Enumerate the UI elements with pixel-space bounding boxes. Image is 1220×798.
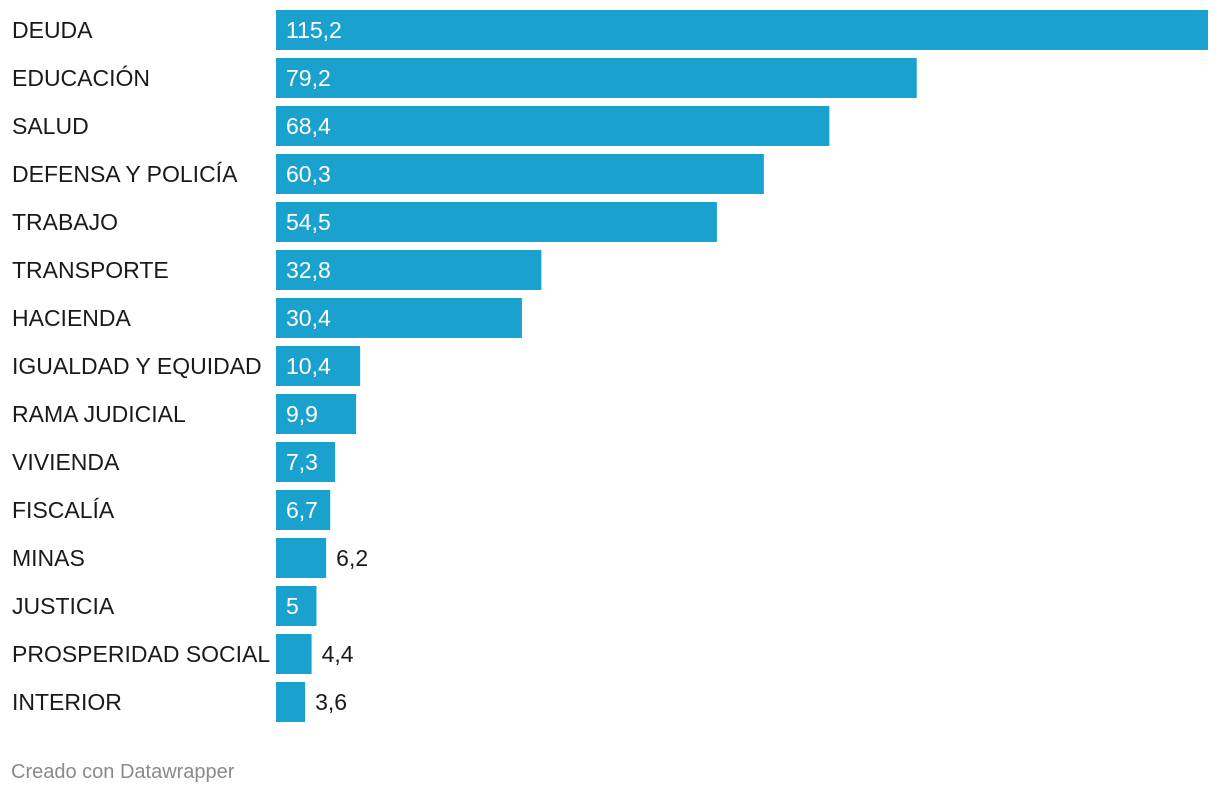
value-label-defensa-y-policia: 60,3	[286, 161, 331, 187]
category-label-interior: INTERIOR	[12, 689, 122, 715]
category-label-transporte: TRANSPORTE	[12, 257, 169, 283]
category-label-prosperidad-social: PROSPERIDAD SOCIAL	[12, 641, 270, 667]
value-label-fiscalia: 6,7	[286, 497, 318, 523]
value-label-interior: 3,6	[315, 689, 347, 715]
bar-salud	[276, 106, 830, 146]
value-label-prosperidad-social: 4,4	[322, 641, 354, 667]
bar-vivienda	[276, 442, 336, 482]
category-label-trabajo: TRABAJO	[12, 209, 118, 235]
bar-transporte	[276, 250, 542, 290]
value-label-igualdad-y-equidad: 10,4	[286, 353, 331, 379]
value-label-rama-judicial: 9,9	[286, 401, 318, 427]
bar-minas	[276, 538, 327, 578]
category-label-rama-judicial: RAMA JUDICIAL	[12, 401, 186, 427]
bar-trabajo	[276, 202, 717, 242]
bar-rama-judicial	[276, 394, 357, 434]
credit-text: Creado con Datawrapper	[11, 761, 235, 783]
category-label-justicia: JUSTICIA	[12, 593, 115, 619]
category-label-deuda: DEUDA	[12, 17, 93, 43]
value-label-educacion: 79,2	[286, 65, 331, 91]
category-label-hacienda: HACIENDA	[12, 305, 132, 331]
bar-fiscalia	[276, 490, 331, 530]
bar-chart: DEUDA 115,2 EDUCACIÓN 79,2 SALUD 68,4 DEFENSA …	[12, 10, 1208, 722]
bar-hacienda	[276, 298, 522, 338]
category-label-vivienda: VIVIENDA	[12, 449, 120, 475]
category-label-fiscalia: FISCALÍA	[12, 497, 115, 523]
category-label-defensa-y-policia: DEFENSA Y POLICÍA	[12, 161, 238, 187]
value-label-trabajo: 54,5	[286, 209, 331, 235]
category-label-salud: SALUD	[12, 113, 89, 139]
category-label-igualdad-y-equidad: IGUALDAD Y EQUIDAD	[12, 353, 262, 379]
bar-interior	[276, 682, 306, 722]
value-label-vivienda: 7,3	[286, 449, 318, 475]
bar-educacion	[276, 58, 917, 98]
category-label-educacion: EDUCACIÓN	[12, 65, 150, 91]
value-label-hacienda: 30,4	[286, 305, 331, 331]
bar-defensa-y-policia	[276, 154, 764, 194]
value-label-salud: 68,4	[286, 113, 331, 139]
bar-igualdad-y-equidad	[276, 346, 361, 386]
value-label-deuda: 115,2	[286, 17, 342, 43]
value-label-minas: 6,2	[336, 545, 368, 571]
bar-prosperidad-social	[276, 634, 312, 674]
category-label-minas: MINAS	[12, 545, 85, 571]
bar-deuda	[276, 10, 1208, 50]
value-label-justicia: 5	[286, 593, 299, 619]
value-label-transporte: 32,8	[286, 257, 331, 283]
bar-justicia	[276, 586, 317, 626]
